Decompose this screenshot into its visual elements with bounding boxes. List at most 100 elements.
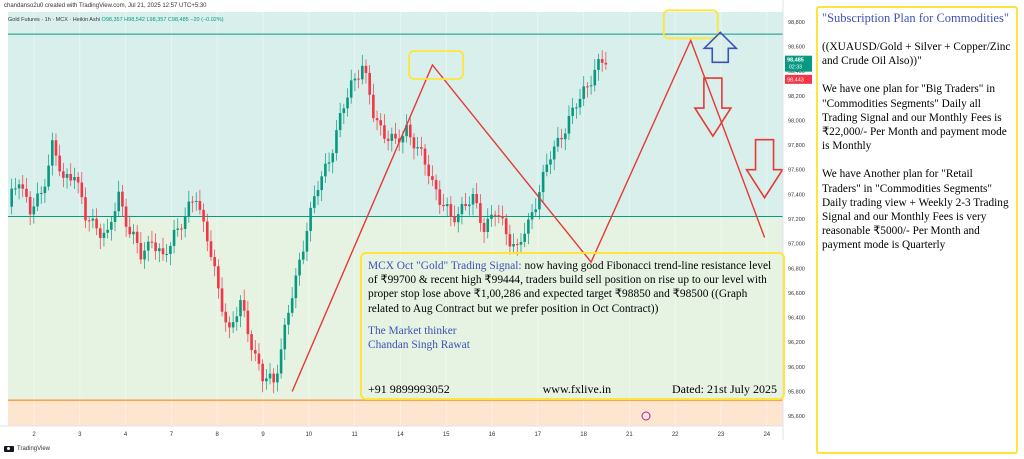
candle-body[interactable] [508, 234, 512, 247]
candle-body[interactable] [220, 288, 224, 312]
candle-body[interactable] [121, 191, 124, 207]
candle-body[interactable] [235, 316, 239, 323]
candle-body[interactable] [523, 233, 526, 242]
candle-body[interactable] [198, 200, 202, 210]
candle-body[interactable] [549, 159, 552, 165]
candle-body[interactable] [320, 176, 323, 191]
candle-body[interactable] [253, 350, 257, 354]
candle-body[interactable] [364, 65, 368, 73]
trend-line-drawing[interactable] [291, 38, 766, 392]
candle-body[interactable] [331, 153, 335, 163]
candle-body[interactable] [327, 162, 331, 164]
candle-body[interactable] [62, 171, 65, 178]
candle-body[interactable] [379, 120, 383, 126]
candle-body[interactable] [36, 193, 39, 207]
candle-body[interactable] [202, 209, 205, 222]
candle-body[interactable] [383, 125, 386, 139]
candle-body[interactable] [301, 251, 305, 260]
candle-body[interactable] [143, 250, 146, 260]
candle-body[interactable] [552, 146, 556, 160]
candle-body[interactable] [287, 312, 290, 325]
candle-body[interactable] [515, 244, 519, 246]
candle-body[interactable] [431, 176, 434, 180]
candle-body[interactable] [527, 219, 530, 234]
candle-body[interactable] [412, 137, 416, 149]
candle-body[interactable] [335, 130, 338, 154]
candle-body[interactable] [194, 200, 198, 202]
candle-body[interactable] [213, 257, 216, 267]
candle-body[interactable] [316, 190, 320, 197]
candle-body[interactable] [571, 107, 574, 116]
candle-body[interactable] [84, 197, 87, 221]
candle-body[interactable] [394, 133, 397, 139]
candle-body[interactable] [600, 59, 604, 63]
candle-body[interactable] [408, 124, 412, 138]
tradingview-logo[interactable]: TradingView [4, 446, 50, 452]
candle-body[interactable] [161, 248, 165, 255]
candle-body[interactable] [479, 203, 482, 223]
candle-body[interactable] [593, 69, 597, 86]
candle-body[interactable] [47, 165, 50, 187]
candle-body[interactable] [180, 228, 183, 230]
candle-body[interactable] [228, 322, 231, 328]
arrow-down-icon[interactable] [693, 77, 733, 138]
candle-body[interactable] [17, 184, 21, 189]
candle-body[interactable] [372, 94, 375, 119]
candle-body[interactable] [268, 373, 272, 379]
candle-body[interactable] [519, 241, 523, 245]
candle-body[interactable] [128, 226, 132, 235]
candle-body[interactable] [257, 353, 261, 364]
candle-body[interactable] [279, 349, 283, 374]
candle-body[interactable] [231, 322, 235, 328]
candle-body[interactable] [434, 179, 438, 190]
candle-body[interactable] [80, 182, 84, 198]
candle-body[interactable] [309, 207, 312, 231]
candle-body[interactable] [242, 300, 246, 311]
chart-area[interactable]: 98,800 98,600 98,400 98,200 98,000 97,800 97,6… [0, 0, 812, 459]
candle-body[interactable] [283, 324, 287, 350]
candle-body[interactable] [368, 72, 371, 95]
candle-body[interactable] [405, 124, 408, 137]
price-chart[interactable]: 98,800 98,600 98,400 98,200 98,000 97,800 97,6… [0, 0, 812, 459]
candle-body[interactable] [501, 216, 504, 219]
candle-body[interactable] [442, 204, 445, 207]
candle-body[interactable] [427, 164, 431, 177]
candle-body[interactable] [25, 188, 28, 197]
candle-body[interactable] [191, 201, 194, 203]
candle-body[interactable] [117, 191, 121, 212]
candle-body[interactable] [567, 115, 571, 134]
candle-body[interactable] [486, 218, 490, 233]
candle-body[interactable] [91, 218, 95, 221]
candle-body[interactable] [534, 209, 538, 213]
candle-body[interactable] [250, 334, 253, 351]
candle-body[interactable] [135, 231, 139, 244]
candle-body[interactable] [342, 108, 346, 114]
candle-body[interactable] [87, 220, 91, 222]
candle-body[interactable] [586, 86, 589, 88]
candle-body[interactable] [357, 78, 360, 80]
candle-body[interactable] [139, 243, 143, 260]
candle-body[interactable] [416, 147, 419, 149]
candle-body[interactable] [50, 140, 54, 166]
candle-body[interactable] [272, 373, 276, 383]
candle-body[interactable] [397, 138, 401, 143]
candle-body[interactable] [349, 80, 353, 98]
candle-body[interactable] [438, 189, 442, 205]
candle-body[interactable] [541, 171, 545, 193]
candle-body[interactable] [563, 133, 567, 140]
candle-body[interactable] [538, 192, 541, 210]
candle-body[interactable] [209, 241, 213, 258]
candle-body[interactable] [456, 214, 460, 223]
candle-body[interactable] [490, 214, 493, 219]
candle-body[interactable] [113, 211, 117, 222]
candle-body[interactable] [98, 228, 102, 239]
candle-body[interactable] [468, 204, 471, 207]
candle-body[interactable] [475, 193, 478, 204]
candle-body[interactable] [390, 133, 394, 141]
candle-body[interactable] [449, 204, 453, 217]
candle-body[interactable] [545, 164, 549, 172]
highlight-box[interactable] [662, 9, 719, 40]
candle-body[interactable] [21, 184, 25, 189]
candle-body[interactable] [69, 174, 73, 181]
candle-body[interactable] [420, 147, 423, 149]
